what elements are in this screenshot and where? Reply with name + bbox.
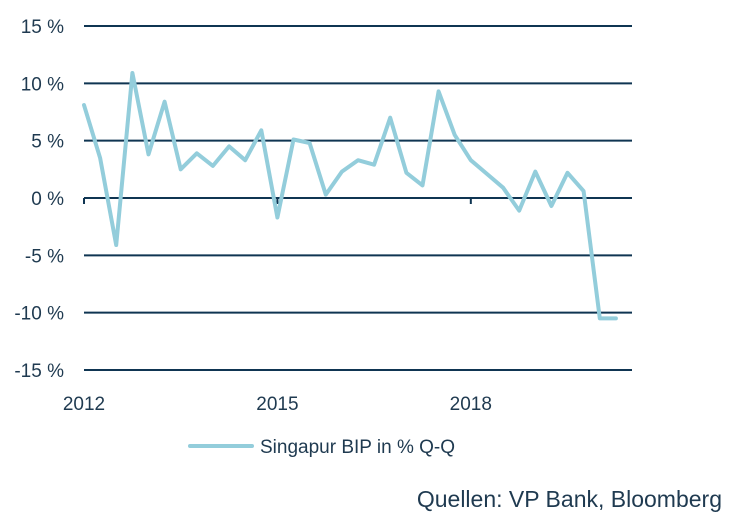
gdp-line-chart: 15 %10 %5 %0 %-5 %-10 %-15 % 2012 2015 201… [14,17,632,458]
y-tick-label: 10 % [21,74,64,95]
y-tick-label: 15 % [21,17,64,38]
x-tick-label: 2012 [63,394,105,415]
y-tick-label: 5 % [31,132,64,153]
y-tick-label: -5 % [25,246,64,267]
y-tick-label: 0 % [31,189,64,210]
source-note: Quellen: VP Bank, Bloomberg [416,486,722,512]
y-tick-label: -15 % [14,361,64,382]
x-tick-label: 2015 [256,394,298,415]
legend: Singapur BIP in % Q-Q [188,437,455,458]
y-axis-tick-labels: 15 % 10 % 5 % 0 % -5 % -10 % -15 % [14,17,64,382]
series-group [82,71,618,321]
x-tick-label: 2018 [450,394,492,415]
y-tick-label: -10 % [14,304,64,325]
legend-label-singapur-bip: Singapur BIP in % Q-Q [260,437,455,458]
series-line-singapur-bip [82,71,618,321]
x-axis: 2012 2015 2018 [63,197,632,415]
